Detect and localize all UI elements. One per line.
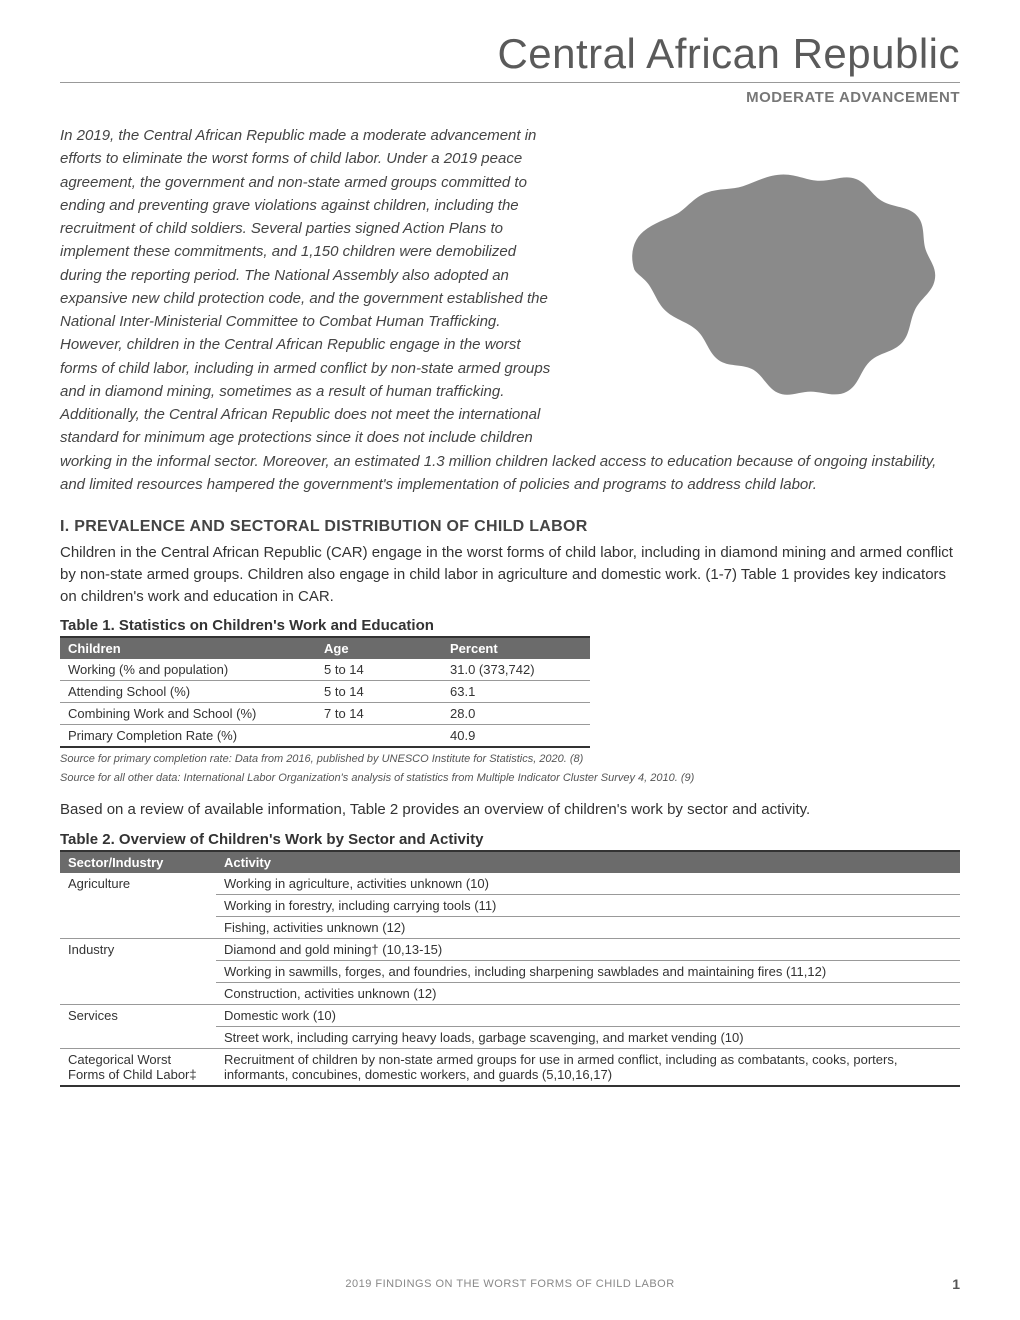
section-heading-prevalence: I. PREVALENCE AND SECTORAL DISTRIBUTION … [60, 518, 960, 536]
table2-sector-cell [60, 894, 216, 916]
table2-activity-cell: Construction, activities unknown (12) [216, 982, 960, 1004]
table2-sector-cell [60, 1026, 216, 1048]
table-cell: 40.9 [442, 725, 590, 748]
table-row: Working (% and population)5 to 1431.0 (3… [60, 659, 590, 681]
table-cell: 5 to 14 [316, 659, 442, 681]
advancement-status: MODERATE ADVANCEMENT [60, 89, 960, 106]
table-cell: 5 to 14 [316, 681, 442, 703]
table-row: Combining Work and School (%)7 to 1428.0 [60, 703, 590, 725]
table-row: IndustryDiamond and gold mining† (10,13-… [60, 938, 960, 960]
table2-sector-cell: Industry [60, 938, 216, 960]
table-row: Attending School (%)5 to 1463.1 [60, 681, 590, 703]
table1-source2: Source for all other data: International… [60, 771, 960, 785]
table2-activity-cell: Working in forestry, including carrying … [216, 894, 960, 916]
table1-title: Table 1. Statistics on Children's Work a… [60, 617, 960, 634]
page-title: Central African Republic [60, 30, 960, 78]
table-cell: 28.0 [442, 703, 590, 725]
table2-activity-cell: Street work, including carrying heavy lo… [216, 1026, 960, 1048]
table-row: Construction, activities unknown (12) [60, 982, 960, 1004]
table-cell: Attending School (%) [60, 681, 316, 703]
table-cell [316, 725, 442, 748]
table2-activity-cell: Fishing, activities unknown (12) [216, 916, 960, 938]
table2-sector-cell [60, 982, 216, 1004]
table2-sector-cell [60, 916, 216, 938]
map-silhouette [632, 174, 935, 394]
table2-activity-cell: Working in agriculture, activities unkno… [216, 873, 960, 895]
table-cell: Combining Work and School (%) [60, 703, 316, 725]
table-cell: Working (% and population) [60, 659, 316, 681]
footer-text: 2019 FINDINGS ON THE WORST FORMS OF CHIL… [60, 1278, 960, 1290]
table1: Children Age Percent Working (% and popu… [60, 636, 590, 748]
table2-col-sector: Sector/Industry [60, 851, 216, 873]
table-row: Working in forestry, including carrying … [60, 894, 960, 916]
table2-activity-cell: Domestic work (10) [216, 1004, 960, 1026]
table2-activity-cell: Working in sawmills, forges, and foundri… [216, 960, 960, 982]
table-row: Fishing, activities unknown (12) [60, 916, 960, 938]
table-cell: 31.0 (373,742) [442, 659, 590, 681]
country-map [580, 124, 960, 424]
table2-col-activity: Activity [216, 851, 960, 873]
table2-sector-cell [60, 960, 216, 982]
table1-col-age: Age [316, 637, 442, 659]
table1-source1: Source for primary completion rate: Data… [60, 752, 960, 766]
table-row: Categorical Worst Forms of Child Labor‡R… [60, 1048, 960, 1086]
table1-col-percent: Percent [442, 637, 590, 659]
page-number: 1 [952, 1276, 960, 1292]
table2-sector-cell: Categorical Worst Forms of Child Labor‡ [60, 1048, 216, 1086]
bridge-text: Based on a review of available informati… [60, 799, 960, 821]
table2-sector-cell: Agriculture [60, 873, 216, 895]
table-row: Working in sawmills, forges, and foundri… [60, 960, 960, 982]
table-row: ServicesDomestic work (10) [60, 1004, 960, 1026]
table2: Sector/Industry Activity AgricultureWork… [60, 850, 960, 1087]
title-divider [60, 82, 960, 83]
table-cell: Primary Completion Rate (%) [60, 725, 316, 748]
section-body: Children in the Central African Republic… [60, 542, 960, 607]
table2-activity-cell: Recruitment of children by non-state arm… [216, 1048, 960, 1086]
table-cell: 7 to 14 [316, 703, 442, 725]
table-row: Primary Completion Rate (%) 40.9 [60, 725, 590, 748]
table2-sector-cell: Services [60, 1004, 216, 1026]
table-row: Street work, including carrying heavy lo… [60, 1026, 960, 1048]
table2-title: Table 2. Overview of Children's Work by … [60, 831, 960, 848]
table-row: AgricultureWorking in agriculture, activ… [60, 873, 960, 895]
table-cell: 63.1 [442, 681, 590, 703]
table1-col-children: Children [60, 637, 316, 659]
table2-activity-cell: Diamond and gold mining† (10,13-15) [216, 938, 960, 960]
